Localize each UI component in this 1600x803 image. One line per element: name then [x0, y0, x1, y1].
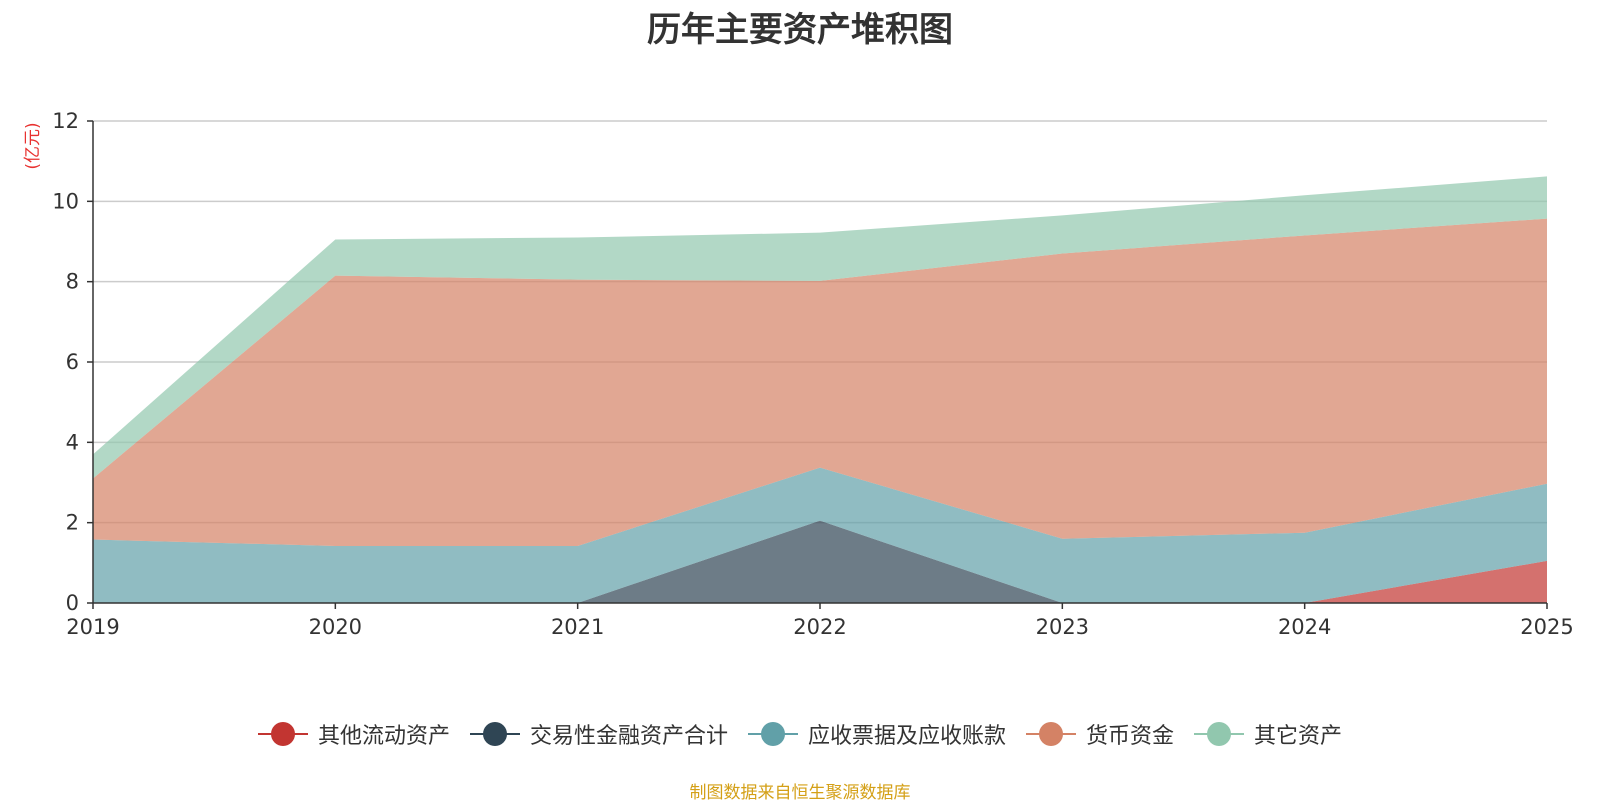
legend-label: 其他流动资产 [317, 724, 450, 749]
legend-marker-icon [1026, 721, 1076, 747]
legend-item-2[interactable]: 应收票据及应收账款 [747, 718, 1006, 750]
legend-label: 交易性金融资产合计 [529, 724, 728, 749]
chart-title: 历年主要资产堆积图 [647, 10, 953, 50]
y-tick-label-12: 12 [52, 109, 79, 133]
legend-marker-icon [747, 721, 798, 747]
y-tick-label-10: 10 [52, 189, 79, 213]
area-series-4 [93, 176, 1547, 479]
legend-label: 货币资金 [1086, 724, 1175, 749]
y-tick-label-0: 0 [66, 591, 79, 615]
area-series-0 [93, 560, 1547, 603]
legend-item-0[interactable]: 其他流动资产 [257, 718, 450, 750]
axes: 0 2 4 6 8 10 12 2019 2020 2021 2022 2023 2024 2025 [52, 109, 1573, 639]
legend-item-4[interactable]: 其它资产 [1194, 718, 1342, 750]
legend-item-3[interactable]: 货币资金 [1026, 718, 1174, 750]
y-tick-label-2: 2 [66, 511, 79, 535]
y-tick-label-4: 4 [66, 430, 79, 454]
area-series-1 [93, 520, 1547, 603]
area-series-2 [93, 467, 1547, 603]
stacked-areas [93, 176, 1547, 603]
x-tick-label-2022: 2022 [793, 615, 846, 639]
y-axis-unit-label: (亿元) [23, 122, 43, 169]
legend-label: 应收票据及应收账款 [807, 724, 1006, 749]
x-tick-label-2021: 2021 [551, 615, 604, 639]
x-tick-label-2023: 2023 [1036, 615, 1089, 639]
area-series-3 [93, 218, 1547, 546]
legend-marker-icon [469, 721, 520, 747]
legend: 其他流动资产 交易性金融资产合计 应收票据及应收账款 货币资金 其它资产 [0, 718, 1600, 750]
legend-marker-icon [1194, 721, 1245, 747]
y-tick-label-6: 6 [66, 350, 79, 374]
x-tick-label-2020: 2020 [309, 615, 362, 639]
x-tick-label-2025: 2025 [1520, 615, 1573, 639]
source-note: 制图数据来自恒生聚源数据库 [689, 783, 911, 803]
x-tick-label-2024: 2024 [1278, 615, 1331, 639]
legend-label: 其它资产 [1254, 724, 1343, 749]
legend-item-1[interactable]: 交易性金融资产合计 [469, 718, 728, 750]
legend-marker-icon [257, 721, 308, 747]
y-tick-label-8: 8 [66, 270, 79, 294]
x-tick-label-2019: 2019 [66, 615, 119, 639]
